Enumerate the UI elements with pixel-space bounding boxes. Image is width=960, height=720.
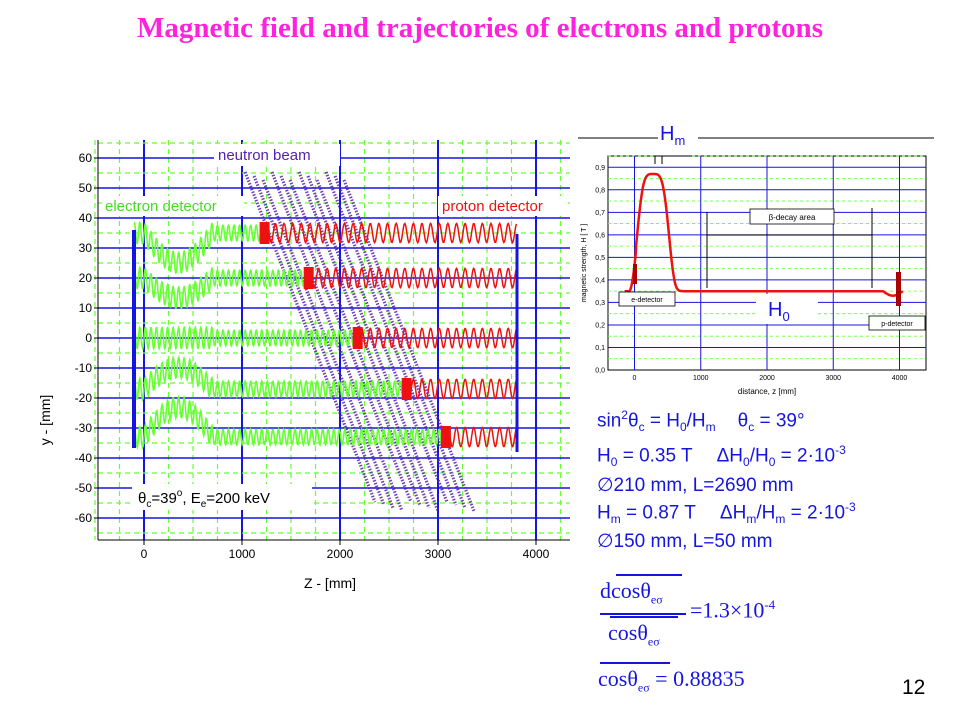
- y-tick-labels: 60 50 40 30 20 10 0 -10 -20 -30 -40 -50 -60: [75, 151, 98, 525]
- svg-text:-20: -20: [75, 391, 93, 405]
- x-tick-labels: 0 1000 2000 3000 4000: [141, 540, 550, 561]
- fraction-numerator: dcosθeσ: [600, 578, 663, 607]
- field-curve: [624, 172, 904, 297]
- fraction-bar: [600, 613, 686, 615]
- field-profile-plot: 0,9 0,8 0,7 0,6 0,5 0,4 0,3 0,2 0,1 0,0 0 1000 2000…: [578, 120, 934, 396]
- page-number: 12: [902, 676, 926, 699]
- svg-text:1000: 1000: [229, 547, 256, 561]
- svg-text:-60: -60: [75, 511, 93, 525]
- svg-text:30: 30: [79, 241, 93, 255]
- svg-text:1000: 1000: [693, 375, 709, 382]
- e-detector-label: e-detector: [631, 297, 663, 304]
- svg-text:-30: -30: [75, 421, 93, 435]
- average-cos-equation: cosθeσ = 0.88835: [598, 666, 745, 695]
- svg-text:20: 20: [79, 271, 93, 285]
- overline-numerator: [616, 574, 682, 576]
- svg-text:0,7: 0,7: [595, 210, 605, 217]
- svg-text:0,4: 0,4: [595, 277, 605, 284]
- svg-text:0,6: 0,6: [595, 232, 605, 239]
- y-axis-label: y - [mm]: [40, 395, 53, 446]
- svg-text:2000: 2000: [327, 547, 354, 561]
- equation-sin2-theta: sin2θc = H0/Hm θc = 39°: [597, 408, 805, 435]
- neutron-beam-label: neutron beam: [218, 147, 311, 164]
- svg-text:0,1: 0,1: [595, 345, 605, 352]
- svg-text:-10: -10: [75, 361, 93, 375]
- fraction-result: =1.3×10-4: [690, 597, 776, 623]
- hm-label: Hm: [660, 123, 685, 148]
- svg-text:4000: 4000: [523, 547, 550, 561]
- overline-denominator: [610, 616, 678, 618]
- svg-text:0,3: 0,3: [595, 300, 605, 307]
- field-x-axis-label: distance, z [mm]: [738, 387, 796, 396]
- e-detector-marker: [633, 264, 637, 284]
- svg-text:0,0: 0,0: [595, 368, 605, 375]
- field-grid: [608, 155, 926, 370]
- p-detector-label: p-detector: [881, 321, 913, 328]
- fraction-denominator: cosθeσ: [608, 620, 660, 649]
- field-x-tick-labels: 0 1000 2000 3000 4000: [633, 375, 908, 382]
- svg-text:2000: 2000: [759, 375, 775, 382]
- trajectory-plot: 60 50 40 30 20 10 0 -10 -20 -30 -40 -50 -60 0 1000 200…: [40, 140, 570, 591]
- svg-text:0,8: 0,8: [595, 187, 605, 194]
- p-detector-marker: [896, 272, 901, 306]
- field-y-tick-labels: 0,9 0,8 0,7 0,6 0,5 0,4 0,3 0,2 0,1 0,0: [595, 165, 605, 375]
- svg-text:0: 0: [633, 375, 637, 382]
- particle-trajectories: [133, 220, 518, 451]
- h0-label: H0: [768, 299, 790, 324]
- svg-text:3000: 3000: [425, 547, 452, 561]
- theta-energy-parameters: θc=39o, Ee=200 keV: [138, 488, 270, 510]
- equation-h0: H0 = 0.35 T ΔH0/H0 = 2·10-3: [597, 443, 846, 470]
- svg-text:-50: -50: [75, 481, 93, 495]
- electron-detector-label: electron detector: [105, 198, 217, 215]
- overline-average: [600, 662, 670, 664]
- field-y-axis-label: magnetic strength, H [ T ]: [581, 224, 588, 302]
- equation-diameter-1: ∅210 mm, L=2690 mm: [597, 475, 794, 496]
- beta-decay-area-label: β-decay area: [769, 213, 816, 222]
- svg-text:0,2: 0,2: [595, 322, 605, 329]
- equation-hm: Hm = 0.87 T ΔHm/Hm = 2·10-3: [597, 500, 856, 527]
- proton-detector-label: proton detector: [442, 198, 543, 215]
- svg-text:-40: -40: [75, 451, 93, 465]
- equation-diameter-2: ∅150 mm, L=50 mm: [597, 531, 773, 552]
- svg-text:50: 50: [79, 181, 93, 195]
- svg-text:60: 60: [79, 151, 93, 165]
- svg-text:0: 0: [85, 331, 92, 345]
- svg-text:0,5: 0,5: [595, 255, 605, 262]
- slide-title: Magnetic field and trajectories of elect…: [137, 12, 823, 44]
- svg-text:40: 40: [79, 211, 93, 225]
- svg-text:0: 0: [141, 547, 148, 561]
- svg-text:3000: 3000: [825, 375, 841, 382]
- svg-text:10: 10: [79, 301, 93, 315]
- x-axis-label: Z - [mm]: [304, 575, 356, 591]
- svg-text:4000: 4000: [892, 375, 908, 382]
- svg-text:0,9: 0,9: [595, 165, 605, 172]
